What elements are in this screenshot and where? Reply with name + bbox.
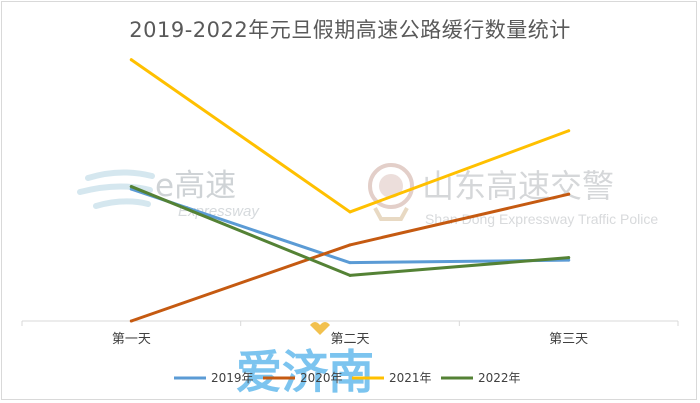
chart-title: 2019-2022年元旦假期高速公路缓行数量统计 [129,18,571,42]
data-point [348,210,352,214]
data-point [567,258,571,262]
legend-label: 2022年 [478,371,521,385]
x-axis-labels: 第一天 第二天 第三天 [112,332,588,347]
e-expressway-logo: e高速 Expressway [77,168,260,220]
x-tick-label: 第一天 [112,332,151,347]
data-point [567,192,571,196]
data-point [348,273,352,277]
legend-label: 2020年 [300,371,343,385]
watermark-layer: e高速 Expressway 山东高速交警 Shan Dong Expressw… [77,163,658,227]
x-tick-label: 第二天 [330,332,369,347]
data-point [567,256,571,260]
data-point [129,58,133,62]
watermark-left-en: Expressway [178,203,260,220]
ai-jinan-watermark: 爱济南 [236,322,374,399]
legend: 2019年 2020年 2021年 2022年 [174,371,521,385]
data-point [567,129,571,133]
data-point [129,319,133,323]
x-tick-label: 第三天 [549,332,588,347]
data-point [129,185,133,189]
watermark-left-cn: e高速 [155,168,236,204]
data-point [348,243,352,247]
legend-label: 2021年 [389,371,432,385]
x-axis-ticks [21,321,679,326]
legend-label: 2019年 [211,371,254,385]
watermark-bottom: 爱济南 [236,345,374,399]
series-layer [129,58,571,323]
watermark-right-cn: 山东高速交警 [422,167,614,205]
data-point [348,261,352,265]
police-badge-logo: 山东高速交警 Shan Dong Expressway Traffic Poli… [368,163,658,227]
